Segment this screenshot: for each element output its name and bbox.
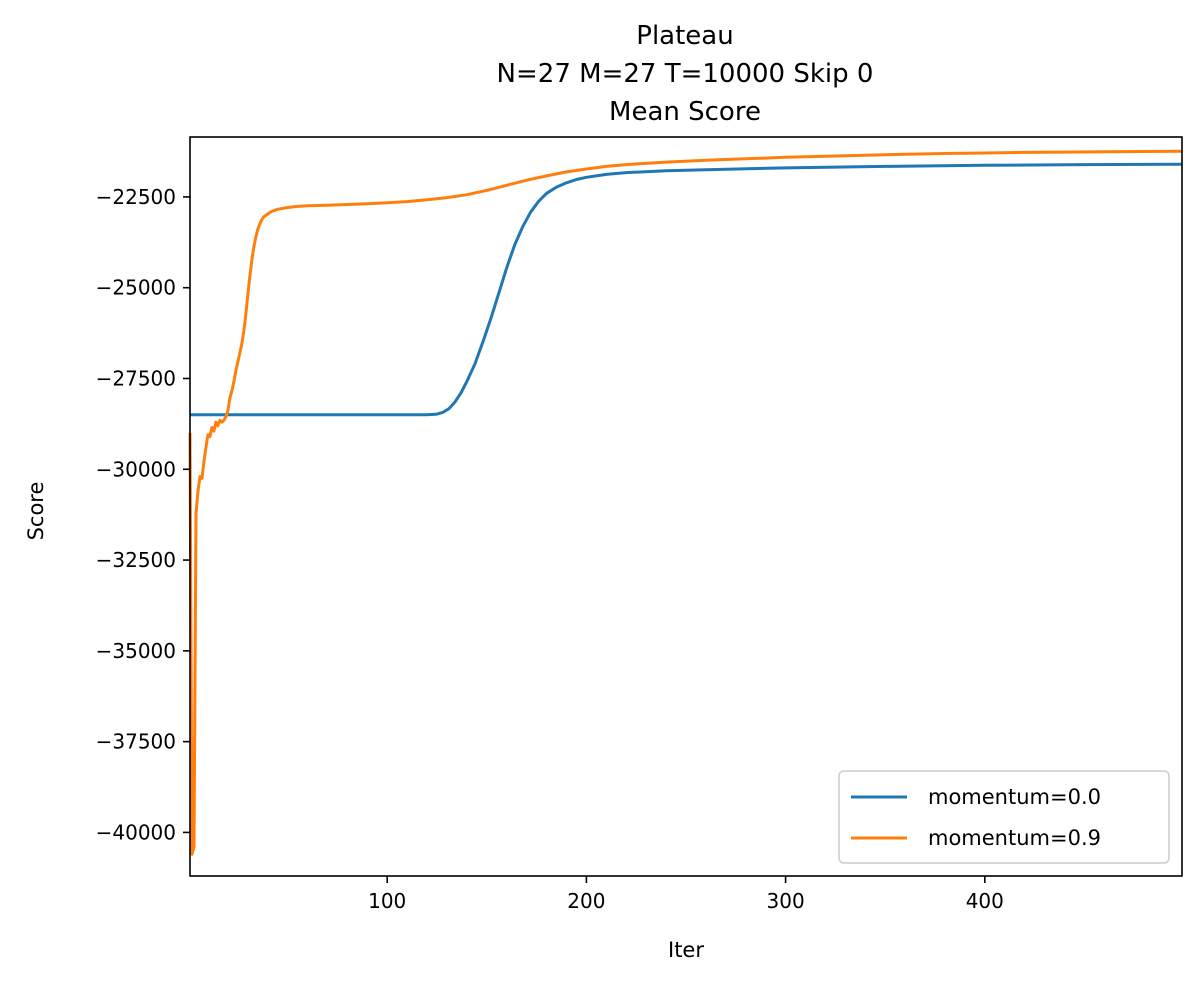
plot-area xyxy=(190,137,1182,876)
chart-title: Plateau N=27 M=27 T=10000 Skip 0 Mean Sc… xyxy=(497,21,874,127)
legend-label-momentum-0.0: momentum=0.0 xyxy=(928,785,1101,809)
y-tick-label: −27500 xyxy=(96,366,176,390)
plot-frame xyxy=(189,136,1183,877)
legend: momentum=0.0 momentum=0.9 xyxy=(838,770,1170,864)
title-line-3: Mean Score xyxy=(609,97,761,127)
legend-label-momentum-0.9: momentum=0.9 xyxy=(928,826,1101,850)
title-line-1: Plateau xyxy=(636,21,733,51)
y-axis-ticks: −40000 −37500 −35000 −32500 −30000 −27500 −250… xyxy=(96,185,190,844)
x-tick-label: 400 xyxy=(966,889,1004,913)
y-tick-label: −40000 xyxy=(96,820,176,844)
title-line-2: N=27 M=27 T=10000 Skip 0 xyxy=(497,59,874,89)
y-tick-label: −30000 xyxy=(96,457,176,481)
y-tick-label: −32500 xyxy=(96,548,176,572)
series-line-momentum=0.0 xyxy=(190,162,1183,417)
x-axis-ticks: 100 200 300 400 xyxy=(368,876,1004,913)
y-axis-label: Score xyxy=(24,482,48,541)
x-tick-label: 200 xyxy=(567,889,605,913)
series-layer xyxy=(188,149,1183,856)
y-tick-label: −37500 xyxy=(96,730,176,754)
y-tick-label: −35000 xyxy=(96,639,176,663)
legend-box xyxy=(838,770,1170,864)
x-tick-label: 300 xyxy=(767,889,805,913)
x-tick-label: 100 xyxy=(368,889,406,913)
x-axis-label: Iter xyxy=(668,938,704,962)
y-tick-label: −22500 xyxy=(96,185,176,209)
y-tick-label: −25000 xyxy=(96,276,176,300)
series-line-momentum=0.9 xyxy=(188,149,1183,856)
